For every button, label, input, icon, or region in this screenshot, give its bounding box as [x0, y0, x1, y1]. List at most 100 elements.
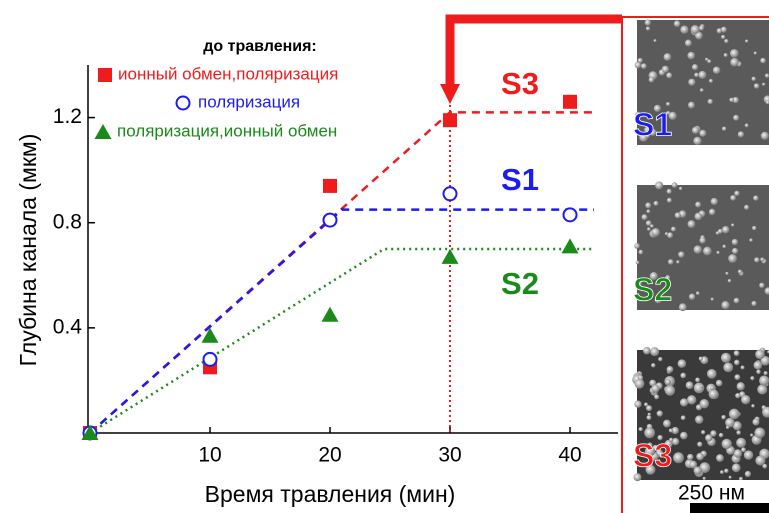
sem-particle	[667, 198, 672, 203]
sem-particle	[687, 454, 693, 460]
sem-particle	[725, 272, 728, 275]
sem-particle	[724, 469, 728, 473]
sem-particle	[685, 40, 692, 47]
marker-circle	[177, 97, 190, 110]
sem-particle	[667, 366, 674, 373]
sem-particle	[734, 298, 740, 304]
sem-particle	[729, 409, 740, 420]
sem-particle	[729, 98, 734, 103]
sem-particle	[650, 224, 654, 228]
sem-particle	[741, 447, 746, 452]
marker-circle	[204, 353, 217, 366]
sem-particle	[716, 380, 723, 387]
sem-particle	[738, 270, 742, 274]
sem-particle	[647, 227, 650, 230]
sem-particle	[732, 463, 741, 472]
sem-particle	[643, 347, 651, 355]
x-tick-label: 40	[558, 444, 581, 467]
sem-particle	[736, 438, 746, 448]
sem-particle	[666, 102, 670, 106]
sem-particle	[721, 301, 729, 309]
marker-triangle	[322, 307, 339, 322]
sem-particle	[680, 432, 688, 440]
sem-particle	[764, 371, 768, 375]
sem-particle	[646, 209, 650, 213]
sem-particle	[724, 39, 728, 43]
x-axis-label: Время травления (мин)	[205, 481, 456, 507]
sem-particle	[698, 71, 706, 79]
sem-particle	[744, 205, 749, 210]
sem-particle	[752, 226, 756, 230]
sem-particle	[744, 450, 753, 459]
sem-particle	[654, 394, 659, 399]
sem-particle	[680, 373, 686, 379]
legend-label: ионный обмен,поляризация	[118, 64, 338, 83]
sem-particle	[701, 430, 705, 434]
marker-triangle	[442, 249, 459, 264]
sem-particle	[672, 182, 678, 188]
sem-particle	[716, 454, 724, 462]
marker-triangle	[202, 328, 219, 343]
sem-particle	[664, 53, 672, 61]
sem-particle	[679, 187, 682, 190]
sem-particle	[636, 261, 640, 265]
sem-particle	[654, 201, 659, 206]
sem-particle	[703, 247, 712, 256]
sem-particle	[635, 62, 642, 69]
sem-particle	[634, 401, 641, 408]
x-tick-label: 20	[318, 444, 341, 467]
sem-particle	[755, 455, 765, 465]
sem-particle	[680, 26, 688, 34]
marker-triangle	[562, 238, 579, 253]
sem-particle	[671, 227, 676, 232]
sem-particle	[634, 379, 644, 389]
sem-particle	[730, 195, 736, 201]
sem-particle	[644, 403, 648, 407]
sem-particle	[703, 477, 706, 480]
sem-particle	[655, 181, 663, 189]
sem-particle	[722, 226, 729, 233]
sem-particle	[718, 229, 723, 234]
sem-particle	[749, 238, 753, 242]
sem-particle	[648, 413, 651, 416]
sem-particle	[731, 223, 734, 226]
sem-particle	[730, 49, 739, 58]
sem-particle	[725, 418, 735, 428]
sem-particle	[750, 434, 753, 437]
sem-particle	[741, 365, 745, 369]
sem-particle	[634, 243, 640, 249]
sem-particle	[717, 28, 722, 33]
fit-line	[90, 210, 594, 433]
sem-particle	[722, 127, 726, 131]
sem-particle	[713, 66, 721, 74]
sem-particle	[696, 291, 700, 295]
legend-title: до травления:	[203, 38, 317, 55]
sem-particle	[694, 73, 699, 78]
sem-particle	[651, 363, 655, 367]
annotation: S3	[501, 66, 539, 101]
x-tick-label: 30	[438, 444, 461, 467]
sem-particle	[734, 374, 740, 380]
sem-particle	[705, 434, 712, 441]
sem-particle	[700, 399, 709, 408]
y-tick-label: 1.2	[53, 105, 82, 128]
sem-particle	[646, 26, 650, 30]
sem-particle	[699, 25, 704, 30]
sem-particle	[641, 63, 647, 69]
sem-particle	[697, 442, 702, 447]
sem-particle	[695, 415, 703, 423]
sem-particle	[754, 83, 760, 89]
sem-particle	[709, 209, 716, 216]
sem-particle	[686, 381, 694, 389]
sem-particle	[754, 257, 759, 262]
sem-particle	[745, 123, 749, 127]
sem-particle	[721, 35, 725, 39]
sem-particle	[657, 410, 663, 416]
sem-particle	[694, 245, 702, 253]
sem-particle	[699, 130, 706, 137]
marker-circle	[324, 214, 337, 227]
sem-particle	[681, 415, 686, 420]
sem-particle	[663, 420, 671, 428]
sem-particle	[710, 386, 714, 390]
sem-particle	[672, 438, 679, 445]
